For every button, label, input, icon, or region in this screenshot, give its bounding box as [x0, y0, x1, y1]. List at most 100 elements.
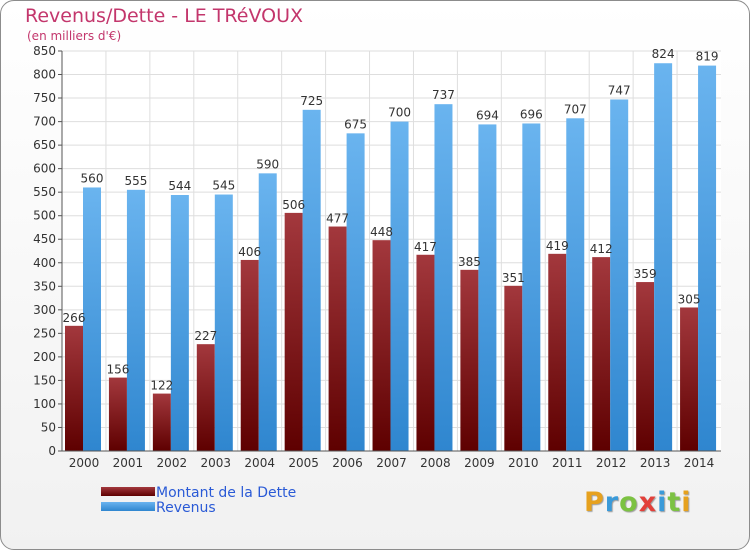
bar-dette-2002 [152, 393, 171, 451]
x-tick-label-2002: 2002 [157, 456, 188, 470]
x-tick-label-2013: 2013 [640, 456, 671, 470]
y-tick-label: 50 [41, 420, 56, 434]
value-label-revenus-2003: 545 [212, 179, 235, 193]
proxiti-logo: Proxiti [584, 487, 692, 518]
x-tick-label-2005: 2005 [288, 456, 319, 470]
y-tick-label: 0 [48, 444, 56, 458]
bar-dette-2001 [108, 377, 127, 451]
bar-dette-2010 [504, 285, 523, 451]
x-tick-label-2010: 2010 [508, 456, 539, 470]
y-tick-label: 300 [33, 303, 56, 317]
value-label-dette-2004: 406 [238, 245, 261, 259]
y-tick-label: 100 [33, 397, 56, 411]
logo-letter: i [681, 487, 692, 518]
y-tick-label: 850 [33, 44, 56, 58]
value-label-revenus-2011: 707 [564, 102, 587, 116]
bar-revenus-2010 [522, 123, 541, 452]
bar-dette-2004 [240, 259, 259, 451]
bar-dette-2011 [548, 253, 567, 451]
bar-revenus-2001 [126, 189, 145, 451]
x-tick-label-2014: 2014 [684, 456, 715, 470]
axes [58, 50, 721, 452]
bar-revenus-2009 [478, 124, 497, 451]
value-label-revenus-2010: 696 [520, 107, 543, 121]
legend-label-revenus: Revenus [156, 500, 216, 516]
bar-revenus-2013 [654, 63, 673, 452]
value-label-revenus-2004: 590 [256, 157, 279, 171]
value-label-dette-2008: 417 [414, 240, 437, 254]
bar-revenus-2014 [698, 65, 717, 452]
y-tick-label: 250 [33, 326, 56, 340]
bar-revenus-2006 [346, 133, 365, 451]
bar-dette-2005 [284, 212, 303, 451]
y-tick-label: 500 [33, 209, 56, 223]
logo-letter: o [619, 487, 639, 518]
value-label-revenus-2013: 824 [652, 47, 675, 61]
y-tick-label: 150 [33, 373, 56, 387]
x-tick-label-2000: 2000 [69, 456, 100, 470]
value-label-revenus-2001: 555 [124, 174, 147, 188]
value-label-revenus-2014: 819 [696, 50, 719, 64]
value-label-revenus-2000: 560 [81, 171, 104, 185]
bar-revenus-2012 [610, 99, 629, 452]
x-tick-label-2009: 2009 [464, 456, 495, 470]
value-label-dette-2007: 448 [370, 225, 393, 239]
x-tick-label-2001: 2001 [113, 456, 144, 470]
y-tick-label: 600 [33, 162, 56, 176]
value-label-dette-2009: 385 [458, 255, 481, 269]
bar-dette-2014 [680, 307, 699, 451]
value-label-dette-2006: 477 [326, 212, 349, 226]
bar-revenus-2008 [434, 104, 453, 452]
logo-letter: r [604, 487, 620, 518]
x-tick-label-2007: 2007 [376, 456, 407, 470]
x-tick-label-2012: 2012 [596, 456, 627, 470]
value-label-dette-2011: 419 [546, 239, 569, 253]
bar-dette-2009 [460, 269, 479, 451]
y-tick-label: 400 [33, 256, 56, 270]
bar-revenus-2011 [566, 118, 585, 451]
value-label-revenus-2007: 700 [388, 106, 411, 120]
value-label-dette-2001: 156 [106, 363, 129, 377]
chart-subtitle: (en milliers d'€) [27, 29, 122, 43]
logo-letter: i [657, 487, 668, 518]
x-tick-label-2011: 2011 [552, 456, 583, 470]
x-tick-label-2003: 2003 [200, 456, 231, 470]
legend-swatch-revenus [101, 502, 155, 511]
y-tick-label: 550 [33, 185, 56, 199]
value-label-dette-2000: 266 [63, 311, 86, 325]
value-label-dette-2012: 412 [590, 242, 613, 256]
value-label-revenus-2008: 737 [432, 88, 455, 102]
bar-dette-2008 [416, 254, 435, 451]
bar-dette-2013 [636, 282, 655, 451]
bar-dette-2007 [372, 240, 391, 451]
value-label-dette-2014: 305 [678, 292, 701, 306]
y-tick-label: 650 [33, 138, 56, 152]
logo-letter: x [638, 487, 658, 518]
x-tick-label-2008: 2008 [420, 456, 451, 470]
y-tick-label: 750 [33, 91, 56, 105]
chart-title: Revenus/Dette - LE TRéVOUX [25, 5, 304, 27]
bar-revenus-2007 [390, 121, 409, 452]
bar-revenus-2003 [214, 194, 233, 451]
y-tick-label: 700 [33, 115, 56, 129]
value-label-revenus-2002: 544 [168, 179, 191, 193]
logo-letter: t [667, 487, 682, 518]
value-label-revenus-2009: 694 [476, 108, 499, 122]
value-label-dette-2005: 506 [282, 198, 305, 212]
y-tick-label: 200 [33, 350, 56, 364]
bar-revenus-2004 [258, 173, 277, 451]
bar-revenus-2005 [302, 109, 321, 451]
legend-label-dette: Montant de la Dette [156, 485, 297, 501]
value-label-dette-2002: 122 [150, 379, 173, 393]
value-label-dette-2010: 351 [502, 271, 525, 285]
logo-letter: P [584, 487, 605, 518]
value-label-dette-2013: 359 [634, 267, 657, 281]
bar-dette-2012 [592, 257, 611, 451]
bar-dette-2006 [328, 226, 347, 451]
value-label-dette-2003: 227 [194, 329, 217, 343]
y-tick-label: 450 [33, 232, 56, 246]
x-tick-label-2006: 2006 [332, 456, 363, 470]
value-label-revenus-2005: 725 [300, 94, 323, 108]
value-label-revenus-2012: 747 [608, 83, 631, 97]
